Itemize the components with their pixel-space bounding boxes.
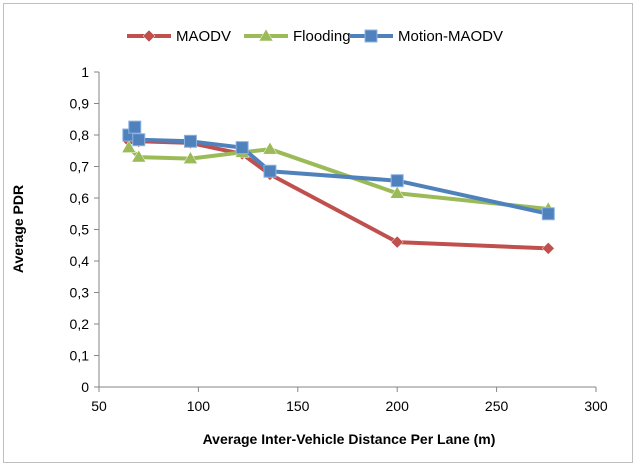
y-tick-label: 1 bbox=[81, 64, 89, 80]
x-tick-label: 100 bbox=[187, 398, 211, 414]
data-point-motion-maodv bbox=[390, 174, 404, 188]
axes bbox=[98, 72, 596, 388]
x-tick-label: 300 bbox=[584, 398, 608, 414]
y-tick-label: 0,2 bbox=[70, 316, 90, 332]
series-layer bbox=[121, 120, 556, 255]
data-point-motion-maodv bbox=[235, 141, 249, 155]
y-tick-label: 0,6 bbox=[70, 190, 90, 206]
data-point-flooding bbox=[131, 149, 147, 163]
series-line-maodv bbox=[126, 133, 551, 251]
x-axis-title: Average Inter-Vehicle Distance Per Lane … bbox=[203, 431, 496, 447]
data-point-motion-maodv bbox=[128, 120, 142, 134]
y-tick-label: 0,8 bbox=[70, 127, 90, 143]
y-tick-label: 0,1 bbox=[70, 348, 90, 364]
x-tick-label: 250 bbox=[485, 398, 509, 414]
data-point-motion-maodv bbox=[132, 133, 146, 147]
y-tick-label: 0,9 bbox=[70, 96, 90, 112]
y-tick-label: 0,3 bbox=[70, 285, 90, 301]
legend: MAODV Flooding Motion-MAODV bbox=[127, 28, 503, 45]
data-point-flooding bbox=[183, 151, 198, 164]
legend-label-flooding: Flooding bbox=[293, 28, 351, 45]
x-tick-label: 200 bbox=[386, 398, 410, 414]
y-tick-label: 0,5 bbox=[70, 222, 90, 238]
series-maodv bbox=[122, 128, 555, 255]
chart-frame: 0 0,1 0,2 0,3 0,4 0,5 0,6 0,7 0,8 0,9 1 50 100 150 20… bbox=[3, 3, 633, 463]
legend-marker-flooding bbox=[258, 28, 274, 42]
y-tick-label: 0,4 bbox=[70, 253, 90, 269]
y-tick-label: 0 bbox=[81, 379, 89, 395]
data-point-maodv bbox=[541, 242, 555, 255]
legend-marker-motion-maodv bbox=[364, 29, 378, 43]
series-motion-maodv bbox=[122, 120, 555, 221]
legend-marker-maodv bbox=[142, 29, 156, 43]
x-tick-label: 150 bbox=[286, 398, 310, 414]
data-point-flooding bbox=[121, 140, 137, 153]
legend-item-flooding: Flooding bbox=[244, 28, 351, 45]
data-point-motion-maodv bbox=[263, 164, 277, 178]
legend-label-maodv: MAODV bbox=[176, 28, 231, 45]
legend-item-motion-maodv: Motion-MAODV bbox=[349, 28, 503, 45]
x-tick-label: 50 bbox=[91, 398, 107, 414]
data-point-flooding bbox=[389, 185, 405, 199]
data-point-maodv bbox=[390, 235, 404, 249]
legend-label-motion-maodv: Motion-MAODV bbox=[398, 28, 503, 45]
y-ticks: 0 0,1 0,2 0,3 0,4 0,5 0,6 0,7 0,8 0,9 1 bbox=[70, 64, 99, 395]
x-ticks: 50 100 150 200 250 300 bbox=[91, 387, 608, 414]
data-point-flooding bbox=[262, 141, 278, 155]
data-point-motion-maodv bbox=[183, 134, 197, 148]
data-point-motion-maodv bbox=[541, 207, 555, 221]
y-axis-title: Average PDR bbox=[10, 185, 26, 273]
y-tick-label: 0,7 bbox=[70, 159, 90, 175]
legend-item-maodv: MAODV bbox=[127, 28, 231, 45]
line-chart: 0 0,1 0,2 0,3 0,4 0,5 0,6 0,7 0,8 0,9 1 50 100 150 20… bbox=[10, 28, 608, 447]
